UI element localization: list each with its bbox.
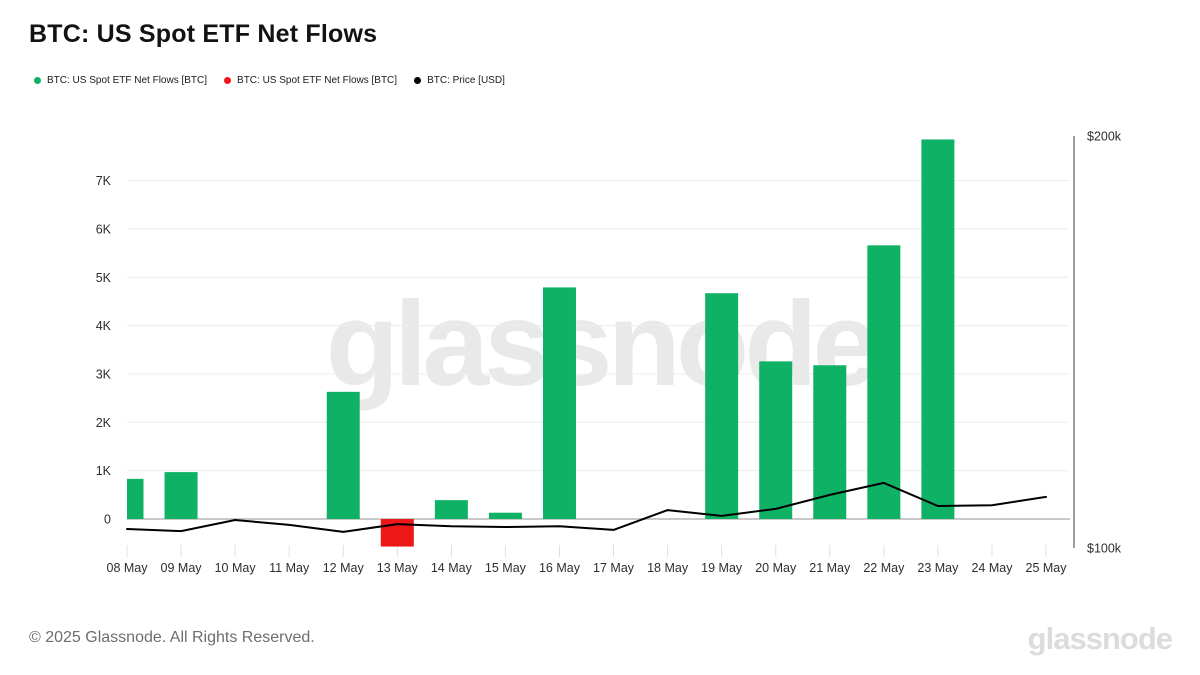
gridlines xyxy=(127,180,1070,520)
netflow-bar-19-may xyxy=(705,293,739,519)
netflow-bar-23-may xyxy=(921,139,955,519)
netflow-bar-09-may xyxy=(164,472,198,519)
x-axis-labels: 08 May 09 May 10 May 11 May 12 May 13 May 14 M… xyxy=(107,561,1068,575)
legend-item-0[interactable]: BTC: US Spot ETF Net Flows [BTC] xyxy=(34,75,207,86)
x-axis-tick-label: 10 May xyxy=(215,561,257,575)
right-axis-labels: $100k $200k xyxy=(1087,130,1122,556)
netflow-bar-15-may xyxy=(488,512,522,519)
x-axis-tick-label: 19 May xyxy=(701,561,743,575)
y-axis-tick-label: 2K xyxy=(96,416,112,430)
x-axis-tick-label: 15 May xyxy=(485,561,527,575)
legend: BTC: US Spot ETF Net Flows [BTC] BTC: US … xyxy=(34,75,505,86)
x-axis-tick-label: 09 May xyxy=(161,561,203,575)
legend-dot-icon xyxy=(224,77,232,84)
x-axis-tick-label: 16 May xyxy=(539,561,581,575)
x-axis-tick-label: 08 May xyxy=(107,561,149,575)
x-axis-tick-label: 13 May xyxy=(377,561,419,575)
netflow-bar-08-may xyxy=(127,478,144,519)
legend-label: BTC: Price [USD] xyxy=(427,75,505,86)
x-axis-tick-label: 24 May xyxy=(971,561,1013,575)
legend-item-1[interactable]: BTC: US Spot ETF Net Flows [BTC] xyxy=(224,75,397,86)
netflow-bar-14-may xyxy=(434,500,468,519)
copyright-text: © 2025 Glassnode. All Rights Reserved. xyxy=(29,629,315,646)
right-axis-tick-label: $200k xyxy=(1087,130,1122,144)
x-axis-tick-label: 12 May xyxy=(323,561,365,575)
legend-item-2[interactable]: BTC: Price [USD] xyxy=(414,75,505,86)
x-axis-tick-label: 20 May xyxy=(755,561,797,575)
glassnode-logo: glassnode xyxy=(1027,621,1173,656)
price-line xyxy=(126,481,1048,533)
legend-label: BTC: US Spot ETF Net Flows [BTC] xyxy=(47,75,208,86)
netflow-bars xyxy=(127,139,955,547)
netflow-bar-12-may xyxy=(326,391,360,519)
legend-dot-icon xyxy=(34,77,41,84)
x-axis-tick-label: 22 May xyxy=(863,561,905,575)
x-axis-tick-label: 11 May xyxy=(269,561,310,575)
right-axis-tick-label: $100k xyxy=(1087,542,1122,556)
x-axis-tick-label: 18 May xyxy=(647,561,689,575)
y-axis-labels: 0 1K 2K 3K 4K 5K 6K 7K xyxy=(96,174,112,526)
x-axis-ticks xyxy=(126,545,1047,557)
legend-dot-icon xyxy=(414,77,422,84)
etf-netflows-chart: 0 1K 2K 3K 4K 5K 6K 7K 08 May 09 May 10 May 11 May 1… xyxy=(96,130,1122,576)
y-axis-tick-label: 5K xyxy=(96,271,112,285)
netflow-bar-21-may xyxy=(813,365,847,519)
x-axis-tick-label: 17 May xyxy=(593,561,635,575)
y-axis-tick-label: 0 xyxy=(104,513,111,527)
y-axis-tick-label: 7K xyxy=(96,174,112,188)
netflow-bar-22-may xyxy=(867,245,901,520)
netflow-bar-16-may xyxy=(542,287,576,519)
y-axis-tick-label: 1K xyxy=(96,464,112,478)
page-title: BTC: US Spot ETF Net Flows xyxy=(29,20,378,48)
x-axis-tick-label: 21 May xyxy=(809,561,851,575)
x-axis-tick-label: 14 May xyxy=(431,561,473,575)
y-axis-tick-label: 3K xyxy=(96,367,112,381)
x-axis-tick-label: 23 May xyxy=(917,561,959,575)
x-axis-tick-label: 25 May xyxy=(1026,561,1068,575)
y-axis-tick-label: 4K xyxy=(96,319,112,333)
y-axis-tick-label: 6K xyxy=(96,222,112,236)
netflow-bar-20-may xyxy=(759,361,793,519)
legend-label: BTC: US Spot ETF Net Flows [BTC] xyxy=(237,75,398,86)
